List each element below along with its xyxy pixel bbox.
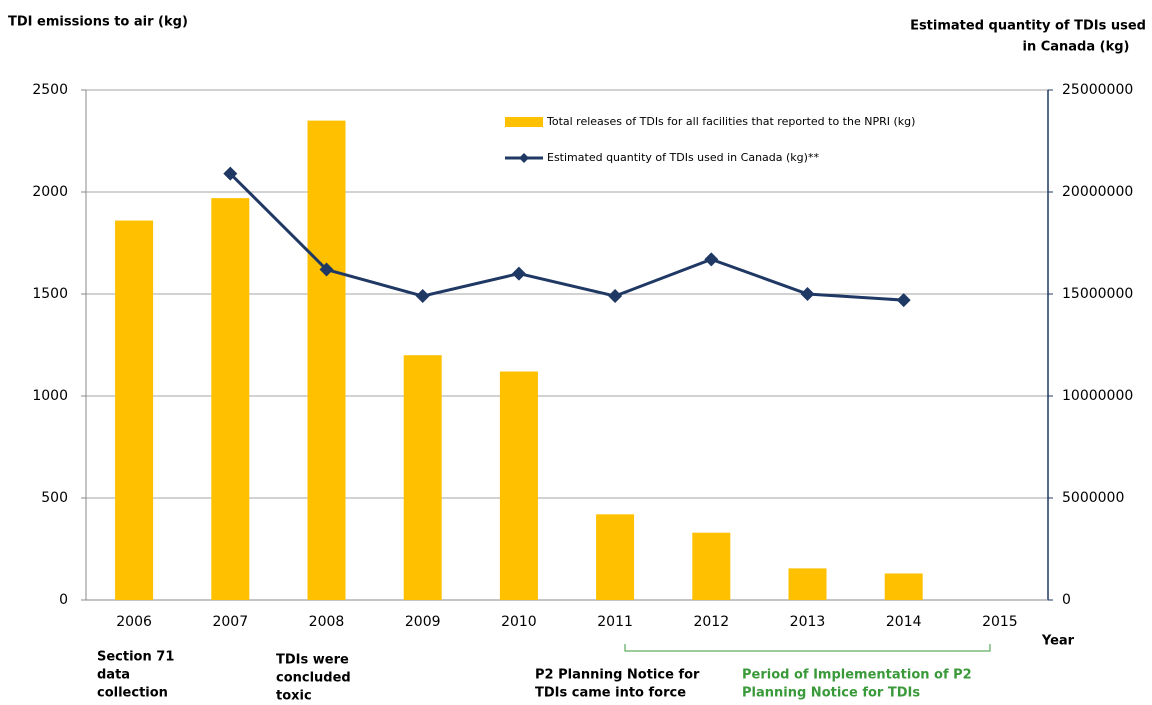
y2-tick-label: 20000000 <box>1062 184 1133 200</box>
annotation: TDIs were <box>276 653 349 668</box>
y2-tick-label: 5000000 <box>1062 490 1124 506</box>
bracket <box>624 644 991 652</box>
bar <box>307 120 346 600</box>
annotation: Planning Notice for TDIs <box>742 686 920 701</box>
y-axis-title: TDI emissions to air (kg) <box>8 15 188 30</box>
annotation: data <box>97 668 130 683</box>
x-tick-label: 2010 <box>501 614 537 630</box>
y-tick-label: 1000 <box>32 388 68 404</box>
x-tick-label: 2011 <box>597 614 633 630</box>
y-tick-label: 500 <box>41 490 68 506</box>
y2-tick-label: 25000000 <box>1062 82 1133 98</box>
bar <box>596 514 635 600</box>
x-axis-title: Year <box>1041 634 1075 649</box>
x-tick-label: 2008 <box>309 614 345 630</box>
y2-tick-label: 0 <box>1062 592 1071 608</box>
x-tick-label: 2009 <box>405 614 441 630</box>
marker <box>319 262 334 277</box>
y2-tick-label: 10000000 <box>1062 388 1133 404</box>
x-tick-label: 2006 <box>116 614 152 630</box>
y2-axis-title: in Canada (kg) <box>1022 40 1129 55</box>
annotation: TDIs came into force <box>535 686 686 701</box>
legend-swatch <box>505 117 543 127</box>
bar <box>788 568 827 600</box>
marker <box>608 289 623 304</box>
x-tick-label: 2012 <box>693 614 729 630</box>
line <box>229 172 904 302</box>
y2-tick-label: 15000000 <box>1062 286 1133 302</box>
marker <box>223 166 238 181</box>
marker <box>896 293 911 308</box>
marker <box>800 287 815 301</box>
legend-label: Total releases of TDIs for all facilitie… <box>546 115 915 128</box>
y-tick-label: 0 <box>59 592 68 608</box>
y2-axis-title: Estimated quantity of TDIs used <box>910 19 1146 34</box>
bar <box>115 220 154 600</box>
bar <box>692 532 731 600</box>
x-tick-label: 2015 <box>982 614 1018 630</box>
annotation: P2 Planning Notice for <box>535 668 700 683</box>
legend-label: Estimated quantity of TDIs used in Canad… <box>547 151 819 164</box>
x-tick-label: 2013 <box>790 614 826 630</box>
annotation: Section 71 <box>97 650 174 665</box>
marker <box>511 266 526 281</box>
marker <box>704 252 719 267</box>
y-tick-label: 2000 <box>32 184 68 200</box>
y-tick-label: 1500 <box>32 286 68 302</box>
bar <box>499 371 538 600</box>
marker <box>415 289 430 304</box>
legend-swatch <box>519 153 529 163</box>
bar <box>403 355 442 600</box>
bar <box>211 198 250 600</box>
y-tick-label: 2500 <box>32 82 68 98</box>
annotation: Period of Implementation of P2 <box>742 668 972 683</box>
x-tick-label: 2007 <box>212 614 248 630</box>
annotation: toxic <box>276 689 312 704</box>
annotation: concluded <box>276 671 351 686</box>
bar <box>884 573 923 600</box>
x-tick-label: 2014 <box>886 614 922 630</box>
annotation: collection <box>97 686 168 701</box>
